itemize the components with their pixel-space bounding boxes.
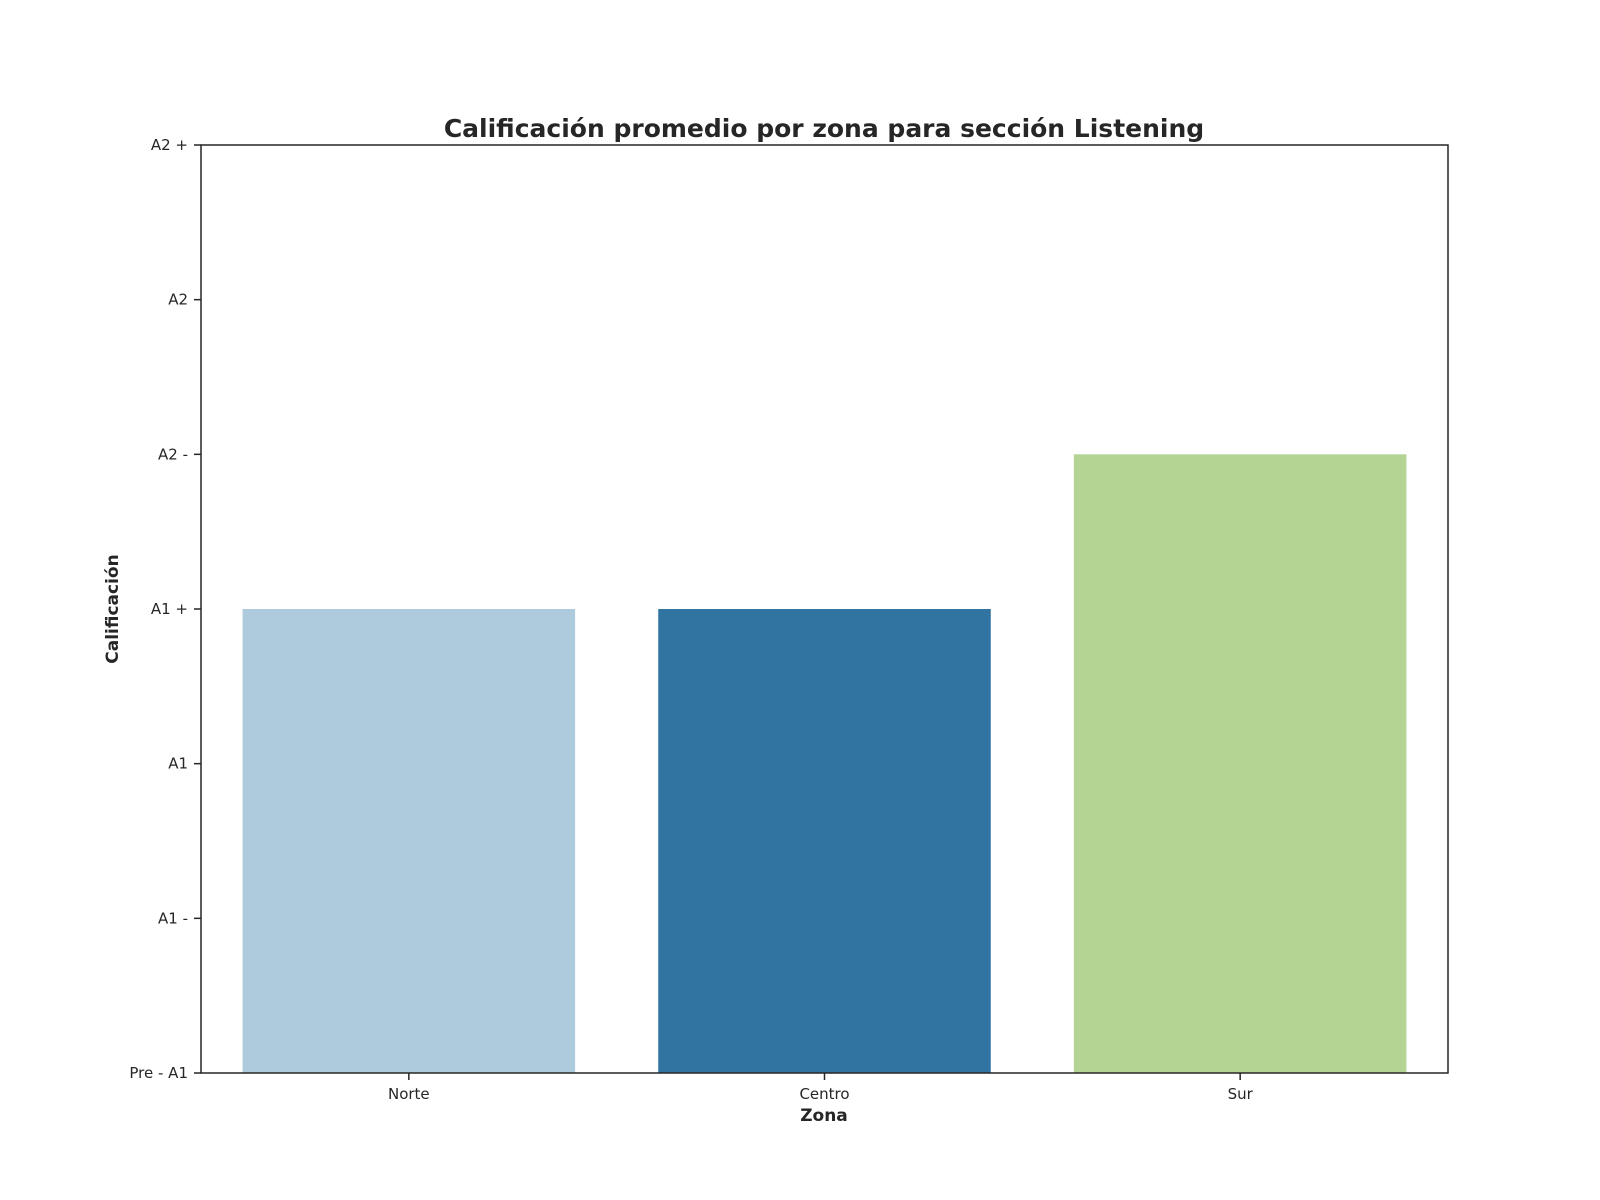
bar-sur [1073, 454, 1407, 1073]
y-tick-label: A2 [168, 291, 188, 309]
x-axis-label: Zona [800, 1106, 848, 1126]
bar-norte [242, 609, 576, 1073]
y-tick-label: Pre - A1 [129, 1064, 188, 1082]
y-tick-label: A1 + [151, 600, 188, 618]
y-axis-ticks: Pre - A1 A1 - A1 A1 + A2 - A2 A2 + [129, 136, 201, 1082]
y-tick-label: A2 + [151, 136, 188, 154]
chart-title: Calificación promedio por zona para secc… [444, 114, 1204, 143]
y-tick-label: A2 - [158, 445, 188, 463]
x-tick-label: Sur [1228, 1085, 1254, 1103]
y-axis-label: Calificación [103, 554, 123, 663]
y-tick-label: A1 [168, 755, 188, 773]
x-tick-label: Centro [799, 1085, 849, 1103]
bar-centro [658, 609, 991, 1073]
y-tick-label: A1 - [158, 909, 188, 927]
plot-frame [200, 144, 1449, 1074]
bars-group [242, 454, 1407, 1073]
x-tick-label: Norte [388, 1085, 430, 1103]
x-axis-ticks: Norte Centro Sur [388, 1073, 1254, 1103]
